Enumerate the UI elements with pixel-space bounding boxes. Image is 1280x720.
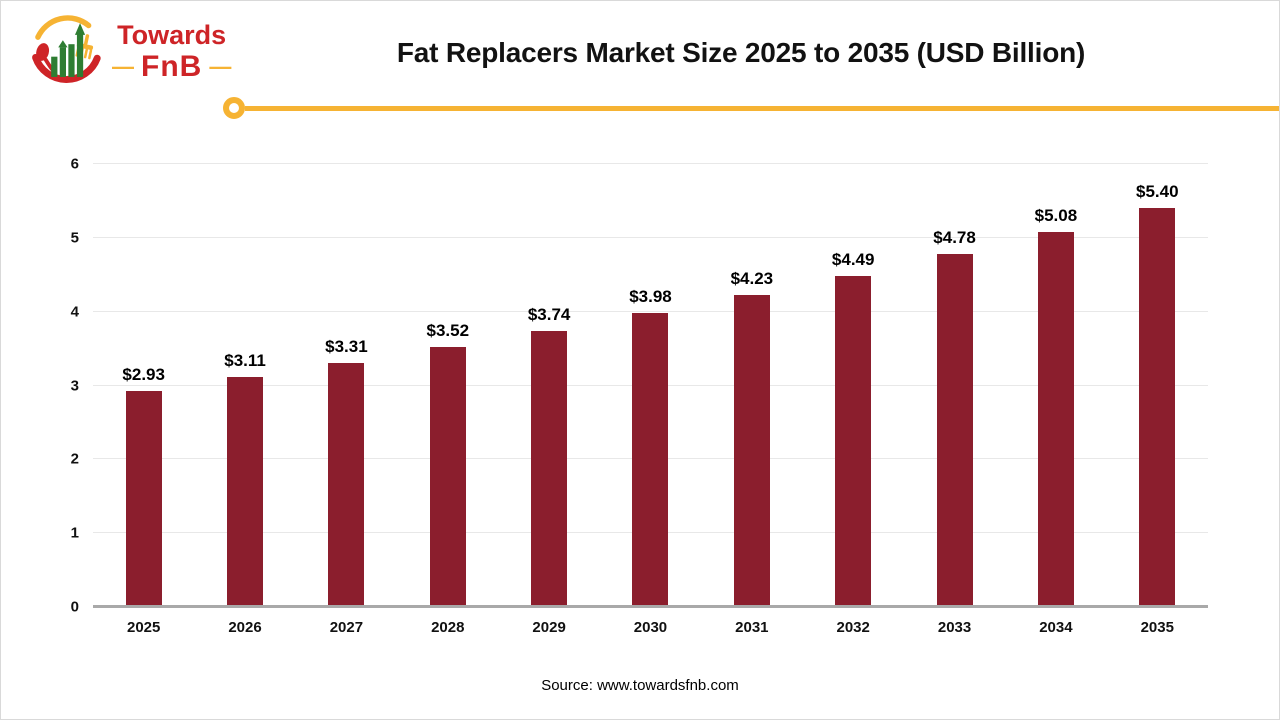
brand-dash-left: — xyxy=(112,54,134,79)
towardsfnb-logo-icon xyxy=(32,15,101,83)
plot-area: $2.93 $3.11 $3.31 $3.52 $3.74 $3.98 $4.23 $4.49… xyxy=(93,163,1208,608)
gridline xyxy=(93,236,1208,238)
bar-value-label: $3.74 xyxy=(527,304,571,324)
y-tick-label: 3 xyxy=(70,377,79,394)
bar-band: $4.49 xyxy=(803,164,904,607)
bar xyxy=(1139,208,1176,607)
x-tick-label: 2026 xyxy=(228,619,262,636)
y-tick-label: 6 xyxy=(70,155,79,173)
bar-value-label: $4.49 xyxy=(831,249,875,269)
x-tick-label: 2032 xyxy=(836,619,870,636)
gridline xyxy=(93,310,1208,312)
bar-value-label: $3.52 xyxy=(426,321,470,341)
brand-name-bottom: FnB xyxy=(141,50,203,83)
y-tick-label: 1 xyxy=(70,524,79,542)
bar-value-label: $3.11 xyxy=(224,351,266,371)
divider-line xyxy=(245,106,1279,111)
bar-value-label: $2.93 xyxy=(122,364,165,384)
bar-band: $3.52 xyxy=(397,164,498,607)
x-tick-label: 2033 xyxy=(937,619,972,636)
bar xyxy=(429,347,466,607)
y-tick-label: 5 xyxy=(70,229,79,247)
y-tick-label: 2 xyxy=(70,450,79,468)
brand-name-top: Towards xyxy=(117,20,227,50)
bar xyxy=(733,294,770,607)
bar-value-label: $4.78 xyxy=(933,228,976,248)
y-tick-label: 0 xyxy=(70,598,79,616)
y-tick-label: 4 xyxy=(70,303,79,321)
growth-bars-icon xyxy=(51,23,86,77)
bars: $2.93 $3.11 $3.31 $3.52 $3.74 $3.98 $4.23 $4.49… xyxy=(93,164,1208,607)
x-tick-label: 2035 xyxy=(1140,619,1174,636)
bar-band: $3.31 xyxy=(296,164,397,607)
x-tick-label: 2031 xyxy=(735,619,769,636)
bar-value-label: $5.08 xyxy=(1034,205,1078,225)
bar-value-label: $5.40 xyxy=(1136,182,1179,202)
bar-band: $2.93 xyxy=(93,164,194,607)
bar-band: $3.74 xyxy=(498,164,599,607)
x-axis: 2025 2026 2027 2028 2029 2030 2031 2032 2033 2034… xyxy=(93,619,1208,636)
bar-band: $4.78 xyxy=(904,164,1005,607)
divider-ring-icon xyxy=(223,97,245,119)
bar-value-label: $3.31 xyxy=(325,336,368,356)
bar xyxy=(936,254,973,607)
source-caption: Source: www.towardsfnb.com xyxy=(541,677,739,694)
bar xyxy=(1037,231,1074,607)
bar xyxy=(328,362,365,607)
x-axis-line xyxy=(93,605,1208,608)
gridline xyxy=(93,163,1208,164)
x-tick-label: 2030 xyxy=(633,619,668,636)
bar xyxy=(835,275,872,607)
x-tick-label: 2034 xyxy=(1039,619,1073,636)
bar-band: $5.40 xyxy=(1107,164,1208,607)
logo-arc-gold xyxy=(35,15,92,40)
x-tick-label: 2025 xyxy=(126,619,161,636)
bar-band: $5.08 xyxy=(1005,164,1106,607)
bar xyxy=(632,313,669,607)
logo-arc-red xyxy=(32,53,101,83)
x-tick-label: 2027 xyxy=(329,619,364,636)
bar-value-label: $3.98 xyxy=(629,287,672,307)
bar-value-label: $4.23 xyxy=(730,268,774,288)
brand-dash-right: — xyxy=(209,54,232,79)
brand-wordmark: Towards — FnB — xyxy=(112,22,231,82)
brand-logo: Towards — FnB — xyxy=(27,13,231,91)
x-tick-label: 2029 xyxy=(532,619,566,636)
bar xyxy=(531,330,568,607)
bar xyxy=(227,377,264,607)
bar-band: $4.23 xyxy=(701,164,802,607)
x-tick-label: 2028 xyxy=(431,619,465,636)
bar xyxy=(125,390,162,607)
page-title: Fat Replacers Market Size 2025 to 2035 (… xyxy=(396,37,1086,68)
y-axis: 0 1 2 3 4 5 6 xyxy=(31,157,79,615)
bar-band: $3.98 xyxy=(600,164,701,607)
bar-band: $3.11 xyxy=(194,164,295,607)
